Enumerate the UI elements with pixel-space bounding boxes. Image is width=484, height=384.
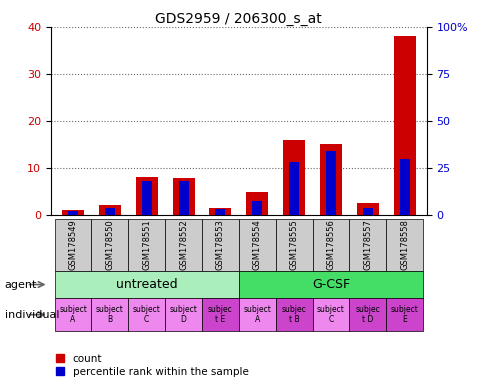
Bar <box>312 219 348 271</box>
Legend: count, percentile rank within the sample: count, percentile rank within the sample <box>56 354 248 377</box>
Bar <box>239 219 275 271</box>
Bar <box>99 205 121 215</box>
Bar <box>165 298 202 331</box>
Bar <box>288 162 299 215</box>
Bar <box>239 298 275 331</box>
Bar <box>55 219 91 271</box>
Text: GSM178556: GSM178556 <box>326 219 335 270</box>
Bar <box>68 211 78 215</box>
Text: subject
B: subject B <box>96 305 123 324</box>
Bar <box>275 298 312 331</box>
Bar <box>215 209 225 215</box>
Bar <box>356 203 378 215</box>
Bar <box>362 207 372 215</box>
Bar <box>202 298 238 331</box>
Text: GSM178552: GSM178552 <box>179 219 188 270</box>
Bar <box>246 192 268 215</box>
Text: subjec
t B: subjec t B <box>281 305 306 324</box>
Bar <box>283 140 304 215</box>
Title: GDS2959 / 206300_s_at: GDS2959 / 206300_s_at <box>155 12 321 26</box>
Text: GSM178555: GSM178555 <box>289 219 298 270</box>
Text: individual: individual <box>5 310 59 320</box>
Text: subject
E: subject E <box>390 305 418 324</box>
Bar <box>141 181 151 215</box>
Text: subject
D: subject D <box>169 305 197 324</box>
Bar <box>275 219 312 271</box>
Bar <box>399 159 409 215</box>
Bar <box>172 178 194 215</box>
Bar <box>385 219 422 271</box>
Text: subjec
t D: subjec t D <box>355 305 379 324</box>
Bar <box>209 208 231 215</box>
Text: GSM178558: GSM178558 <box>399 219 408 270</box>
Bar <box>239 271 422 298</box>
Text: untreated: untreated <box>116 278 177 291</box>
Text: G-CSF: G-CSF <box>311 278 349 291</box>
Text: GSM178554: GSM178554 <box>252 219 261 270</box>
Text: subject
C: subject C <box>317 305 344 324</box>
Bar <box>105 209 115 215</box>
Bar <box>91 219 128 271</box>
Bar <box>91 298 128 331</box>
Bar <box>128 298 165 331</box>
Bar <box>348 219 385 271</box>
Text: subject
A: subject A <box>59 305 87 324</box>
Bar <box>312 298 348 331</box>
Bar <box>128 219 165 271</box>
Text: GSM178549: GSM178549 <box>68 219 77 270</box>
Text: subject
A: subject A <box>243 305 271 324</box>
Bar <box>62 210 84 215</box>
Bar <box>55 271 239 298</box>
Text: GSM178553: GSM178553 <box>215 219 225 270</box>
Bar <box>325 151 335 215</box>
Bar <box>202 219 238 271</box>
Text: subject
C: subject C <box>133 305 160 324</box>
Bar <box>178 181 188 215</box>
Text: subjec
t E: subjec t E <box>208 305 232 324</box>
Text: GSM178551: GSM178551 <box>142 219 151 270</box>
Bar <box>55 298 91 331</box>
Bar <box>393 36 415 215</box>
Bar <box>319 144 341 215</box>
Bar <box>385 298 422 331</box>
Text: GSM178550: GSM178550 <box>105 219 114 270</box>
Bar <box>165 219 202 271</box>
Text: agent: agent <box>5 280 37 290</box>
Bar <box>252 201 262 215</box>
Text: GSM178557: GSM178557 <box>363 219 372 270</box>
Bar <box>136 177 157 215</box>
Bar <box>348 298 385 331</box>
